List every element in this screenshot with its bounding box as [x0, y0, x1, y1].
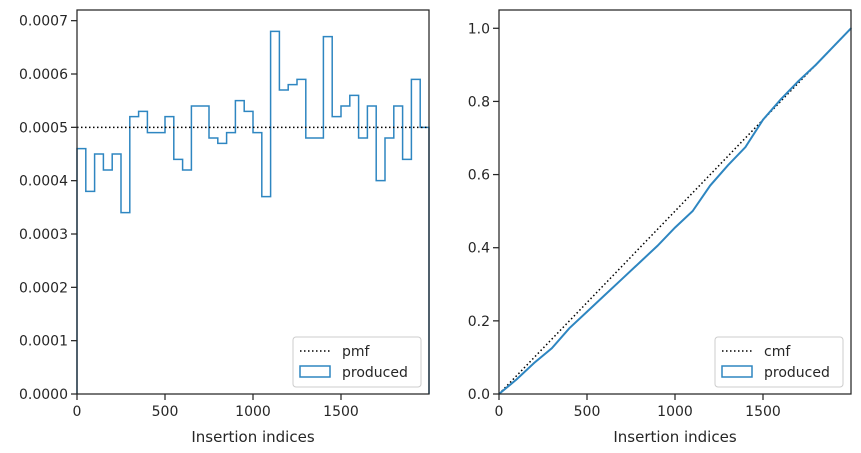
right-xlabel: Insertion indices [613, 428, 736, 446]
left-plot-area [77, 10, 429, 394]
left-produced-bin [244, 111, 253, 394]
left-produced-bin [112, 154, 121, 394]
right-produced-point [797, 80, 799, 83]
right-legend: cmf produced [714, 336, 844, 388]
left-produced-bin [183, 170, 192, 394]
right-ytick-label: 0.4 [468, 241, 490, 257]
right-xtick-label: 0 [495, 404, 504, 420]
left-produced-step-line [76, 30, 430, 394]
left-legend-pmf-label: pmf [342, 344, 371, 360]
left-produced-bin [218, 143, 227, 394]
left-xtick-label: 0 [73, 404, 82, 420]
left-ytick-label: 0.0003 [19, 227, 68, 243]
left-produced-bin [77, 149, 86, 394]
left-ytick-label: 0.0007 [19, 14, 68, 30]
right-ytick-label: 1.0 [468, 21, 490, 37]
left-produced-bin [227, 133, 236, 394]
left-produced-bin [235, 101, 244, 394]
right-produced-point [656, 245, 659, 247]
right-legend-produced-swatch [721, 365, 753, 378]
left-ytick-label: 0.0000 [19, 387, 68, 403]
right-produced-point [779, 98, 782, 101]
left-legend-produced-swatch [299, 365, 331, 378]
right-xtick-label: 1000 [657, 404, 693, 420]
right-legend-produced-label: produced [764, 365, 830, 381]
left-produced-bin [420, 127, 429, 394]
right-produced-point [621, 278, 623, 280]
right-produced-point [832, 45, 835, 48]
left-xtick-label: 1000 [235, 404, 271, 420]
right-produced-point [762, 118, 764, 121]
right-xtick-label: 1500 [745, 404, 781, 420]
left-chart: 0 500 1000 1500 0.0000 0.0001 0.0002 0.0003 0.00… [19, 9, 430, 446]
left-legend-box [292, 336, 422, 388]
right-produced-point [815, 64, 817, 66]
right-legend-box [714, 336, 844, 388]
right-produced-point [674, 226, 676, 229]
right-produced-point [515, 378, 518, 381]
right-produced-point [568, 327, 571, 329]
left-produced-bin [209, 138, 218, 394]
left-xlabel: Insertion indices [191, 428, 314, 446]
right-chart: 0 500 1000 1500 0.0 0.2 0.4 0.6 0.8 1.0 Insertion… [468, 9, 852, 446]
left-produced-bin [174, 159, 183, 394]
left-xtick-label: 500 [152, 404, 179, 420]
left-produced-bin [200, 106, 209, 394]
right-produced-point [603, 294, 606, 297]
left-produced-bin [156, 133, 165, 394]
left-produced-bin [271, 31, 280, 394]
right-xtick-label: 500 [574, 404, 601, 420]
left-produced-bin [95, 154, 104, 394]
right-ytick-label: 0.2 [468, 314, 490, 330]
left-legend-produced-label: produced [342, 365, 408, 381]
left-produced-bin [139, 111, 148, 394]
right-legend-cmf-label: cmf [764, 344, 791, 360]
right-ytick-label: 0.6 [468, 168, 490, 184]
right-ytick-label: 0.0 [468, 387, 490, 403]
right-produced-point [533, 362, 535, 364]
left-produced-bin [121, 213, 130, 394]
left-xtick-label: 1500 [323, 404, 359, 420]
left-produced-bin [147, 133, 156, 394]
left-legend: pmf produced [292, 336, 422, 388]
right-plot-area [499, 10, 851, 394]
left-ytick-label: 0.0002 [19, 280, 68, 296]
left-produced-bin [253, 133, 262, 394]
right-produced-point [709, 184, 711, 187]
left-produced-bin [103, 170, 112, 394]
left-produced-bin [86, 191, 95, 394]
right-produced-point [691, 210, 694, 212]
left-ytick-label: 0.0001 [19, 334, 68, 350]
left-produced-bin [130, 117, 139, 394]
right-produced-point [744, 146, 747, 148]
left-produced-bin [279, 90, 288, 394]
left-produced-bin [191, 106, 200, 394]
right-produced-point [551, 347, 553, 350]
left-produced-bin [165, 117, 174, 394]
right-produced-point [639, 261, 641, 264]
left-ytick-label: 0.0006 [19, 67, 68, 83]
left-produced-bin [262, 197, 271, 394]
right-produced-point [586, 310, 588, 313]
right-ytick-label: 0.8 [468, 94, 490, 110]
right-cmf-line [498, 27, 852, 395]
left-ytick-label: 0.0004 [19, 174, 68, 190]
right-produced-point [727, 164, 729, 167]
left-ytick-label: 0.0005 [19, 120, 68, 136]
